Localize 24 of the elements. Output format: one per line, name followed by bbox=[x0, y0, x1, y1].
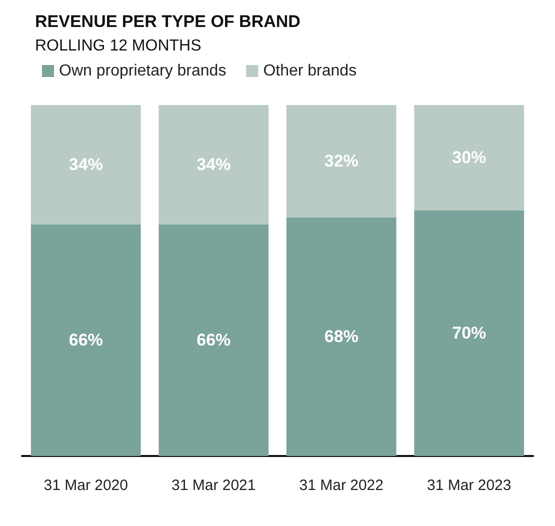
bar bbox=[158, 105, 269, 224]
data-label: 70% bbox=[452, 324, 486, 343]
data-label: 66% bbox=[68, 330, 103, 350]
data-label: 66% bbox=[196, 330, 231, 350]
bar bbox=[286, 217, 396, 456]
bar bbox=[414, 210, 524, 456]
data-label: 32% bbox=[324, 152, 358, 171]
chart-title: REVENUE PER TYPE OF BRAND bbox=[35, 12, 300, 31]
chart-subtitle: ROLLING 12 MONTHS bbox=[35, 38, 202, 54]
bar bbox=[30, 224, 141, 456]
data-label: 34% bbox=[68, 155, 103, 174]
legend-label: Other brands bbox=[263, 62, 357, 80]
data-label: 30% bbox=[452, 148, 486, 168]
bar bbox=[158, 224, 269, 456]
data-label: 68% bbox=[324, 327, 358, 346]
bar bbox=[414, 105, 524, 210]
x-tick-label: 31 Mar 2020 bbox=[44, 477, 128, 494]
legend-label: Own proprietary brands bbox=[59, 62, 226, 80]
x-tick-label: 31 Mar 2021 bbox=[172, 477, 256, 494]
x-tick-label: 31 Mar 2022 bbox=[299, 477, 384, 494]
x-tick-label: 31 Mar 2023 bbox=[427, 477, 512, 494]
bar bbox=[286, 105, 396, 218]
data-label: 34% bbox=[196, 155, 231, 174]
bar bbox=[30, 105, 141, 224]
